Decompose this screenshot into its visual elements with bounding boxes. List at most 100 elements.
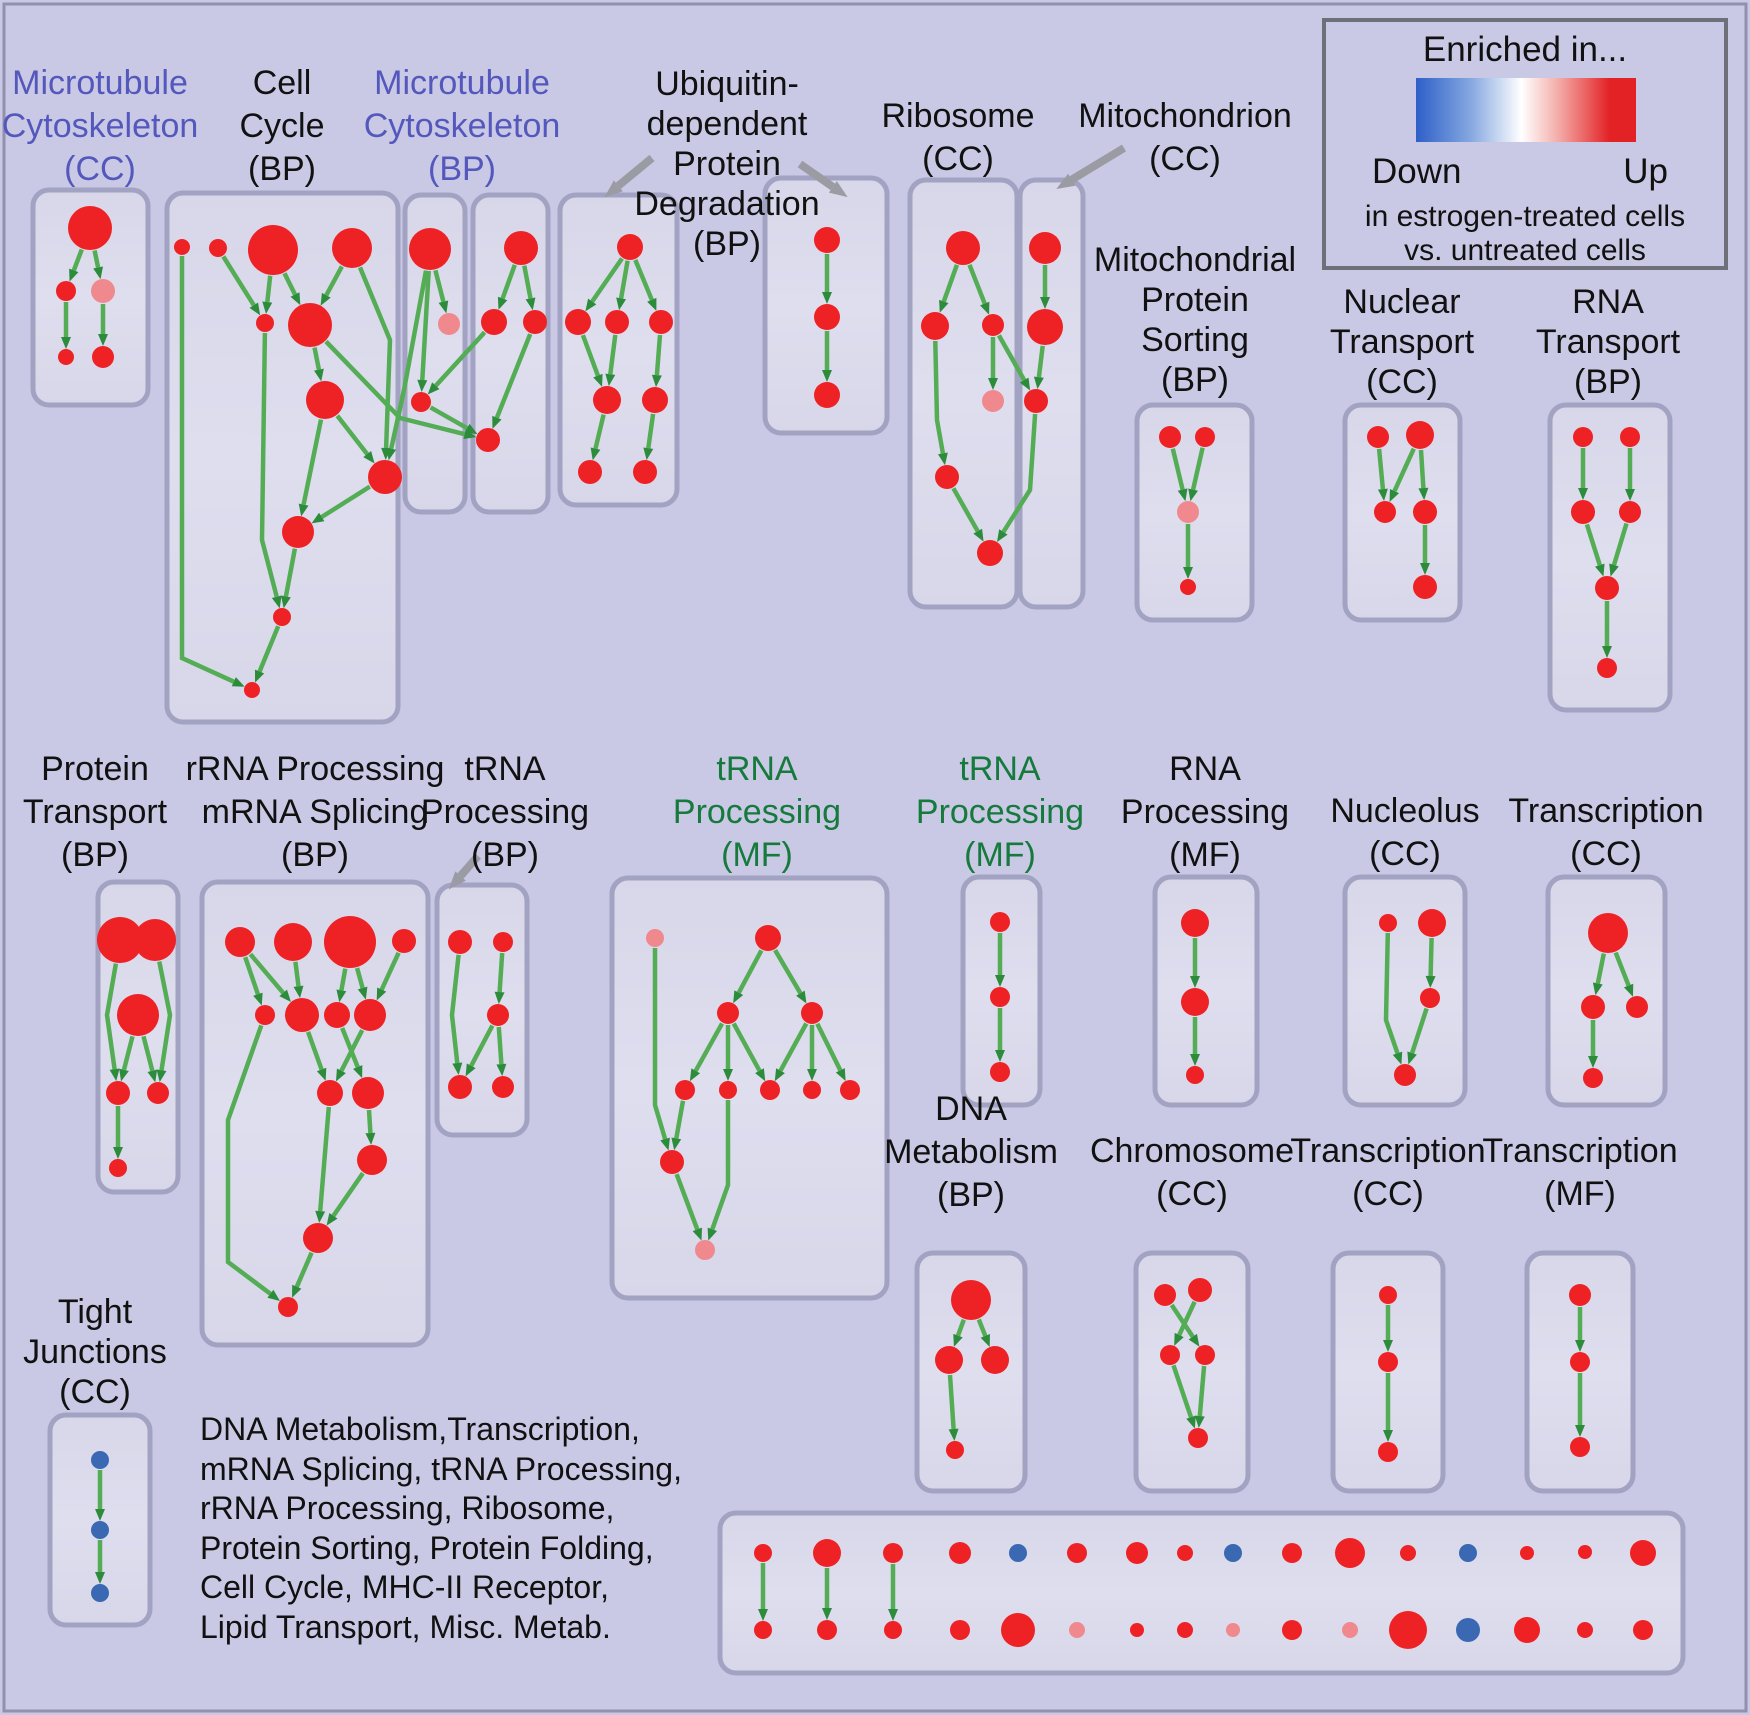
edge-mta.a-to-mta.p	[433, 269, 449, 314]
edge-rr.t4-to-rr.s4	[376, 951, 401, 1001]
edge-tm1.m2-to-tm1.k5	[815, 1022, 846, 1082]
cluster-label-rib: Ribosome (CC)	[881, 97, 1035, 178]
legend-title: Enriched in...	[1422, 30, 1628, 69]
edge-rr.t1-to-rr.s1	[243, 956, 263, 1006]
node-tm1.k5-red	[840, 1080, 860, 1100]
cluster-box-tm1	[609, 875, 890, 1301]
edge-tm1.l-to-tm1.q	[674, 1173, 702, 1241]
edge-ubqa.d-to-ubqa.f	[590, 414, 606, 461]
cluster-box-tcm	[1545, 874, 1668, 1108]
edge-cc.7-to-cc.9	[298, 419, 324, 517]
node-chr.m1-red	[1160, 1345, 1180, 1365]
node-pt.f-red	[109, 1159, 127, 1177]
node-mta.l-red	[411, 392, 431, 412]
edge-rib.c-to-mit.c	[996, 334, 1031, 391]
cluster-label-tcb: Transcription (CC)	[1290, 1132, 1486, 1213]
label-callout-arrow-4	[448, 853, 482, 890]
node-p1t-red	[754, 1544, 772, 1562]
cluster-box-rib	[907, 177, 1020, 610]
node-tm1.k1-red	[675, 1080, 695, 1100]
cluster-box-mit	[1017, 177, 1086, 610]
cluster-label-tm1: tRNA Processing (MF)	[672, 750, 842, 874]
node-mc.e-red	[92, 346, 114, 368]
edge-trbp.m-to-trbp.bl	[465, 1024, 495, 1077]
node-tmb.a-red	[1569, 1284, 1591, 1306]
cluster-box-nuct	[1342, 402, 1463, 623]
node-ubqa.d-red	[593, 386, 621, 414]
edge-rr.u2-to-rr.v	[365, 1109, 376, 1145]
node-cc.2-red	[209, 239, 227, 257]
node-p10b-red	[1282, 1620, 1302, 1640]
cluster-label-cc: Cell Cycle (BP)	[239, 64, 325, 188]
node-rr.w-red	[303, 1223, 333, 1253]
edge-pt.c-to-pt.d	[119, 1035, 135, 1082]
node-nuc.b-red	[1394, 1064, 1416, 1086]
node-rib.d-pink	[982, 390, 1004, 412]
node-chr.t2-red	[1188, 1278, 1212, 1302]
cluster-label-msort: Mitochondrial Protein Sorting (BP)	[1093, 241, 1297, 399]
cluster-label-rm: RNA Processing (MF)	[1120, 750, 1290, 874]
node-p11b-pink	[1342, 1622, 1358, 1638]
edge-nuct.b-to-nuct.c	[1389, 447, 1416, 503]
edge-rr.t3-to-rr.s4	[354, 967, 368, 1000]
edge-tm1.k1-to-tm1.l	[671, 1100, 686, 1151]
node-dm.b-red	[946, 1441, 964, 1459]
edge-chr.m1-to-chr.b	[1171, 1364, 1196, 1429]
node-rib.f-red	[977, 540, 1003, 566]
cluster-label-tmb: Transcription (MF)	[1482, 1132, 1678, 1213]
edge-nuc.s-to-nuc.b	[1383, 932, 1403, 1065]
node-nuc.m-red	[1420, 988, 1440, 1008]
cluster-label-trbp: tRNA Processing (BP)	[420, 750, 590, 874]
node-mit.c-red	[1024, 389, 1048, 413]
node-tmb.b-red	[1570, 1352, 1590, 1372]
node-p11t-red	[1335, 1538, 1365, 1568]
cluster-box-cc	[164, 190, 401, 725]
edge-rib.e-to-rib.f	[951, 487, 984, 542]
node-p13t-blue	[1459, 1544, 1477, 1562]
node-p4t-red	[949, 1542, 971, 1564]
node-rnat.f-red	[1597, 658, 1617, 678]
edge-cc.6-to-mtb.l	[324, 339, 477, 440]
node-rm.c-red	[1186, 1066, 1204, 1084]
node-p5b-red	[1001, 1613, 1035, 1647]
node-tm1.m1-red	[717, 1002, 739, 1024]
node-nuct.a-red	[1367, 426, 1389, 448]
cluster-label-dm: DNA Metabolism (BP)	[884, 1090, 1058, 1214]
edge-pt.a-to-pt.d	[104, 963, 120, 1082]
edge-ubqa.t-to-ubqa.b	[616, 260, 630, 311]
node-p6t-red	[1067, 1543, 1087, 1563]
node-tcm.r-red	[1626, 996, 1648, 1018]
node-trbp.bl-red	[448, 1075, 472, 1099]
node-msort.c-red	[1180, 579, 1196, 595]
node-ubqa.a-red	[565, 309, 591, 335]
node-tcb.c-red	[1378, 1442, 1398, 1462]
edge-mtb.a-to-mtb.m1	[497, 264, 517, 310]
node-rib.e-red	[935, 465, 959, 489]
edge-mit.b-to-mit.c	[1033, 345, 1045, 390]
node-tm2.b-red	[990, 987, 1010, 1007]
node-rib.b-red	[921, 312, 949, 340]
node-p13b-blue	[1456, 1618, 1480, 1642]
node-tm1.g-red	[755, 925, 781, 951]
node-p12t-red	[1400, 1545, 1416, 1561]
node-tcm.l-red	[1581, 995, 1605, 1019]
node-p2b-red	[817, 1620, 837, 1640]
node-p16b-red	[1633, 1620, 1653, 1640]
cluster-box-rnat	[1547, 402, 1673, 713]
node-cc.6-red	[288, 303, 332, 347]
legend-condition-line2: vs. untreated cells	[1404, 234, 1646, 267]
node-cc.3-red	[248, 225, 298, 275]
node-p15b-red	[1577, 1622, 1593, 1638]
edge-cc.5-to-cc.10	[259, 332, 282, 609]
edge-cc.7-to-cc.8	[335, 414, 375, 464]
node-msort.p-pink	[1177, 501, 1199, 523]
node-tcm.b-red	[1583, 1068, 1603, 1088]
edge-cc.10-to-cc.11	[254, 625, 281, 683]
node-tm1.k3-red	[760, 1080, 780, 1100]
node-pt.a-red	[97, 917, 143, 963]
node-p14t-red	[1520, 1546, 1534, 1560]
node-p10t-red	[1282, 1543, 1302, 1563]
node-p3t-red	[883, 1543, 903, 1563]
edge-trbp.tr-to-trbp.m	[494, 952, 505, 1005]
node-cc.5-red	[256, 314, 274, 332]
